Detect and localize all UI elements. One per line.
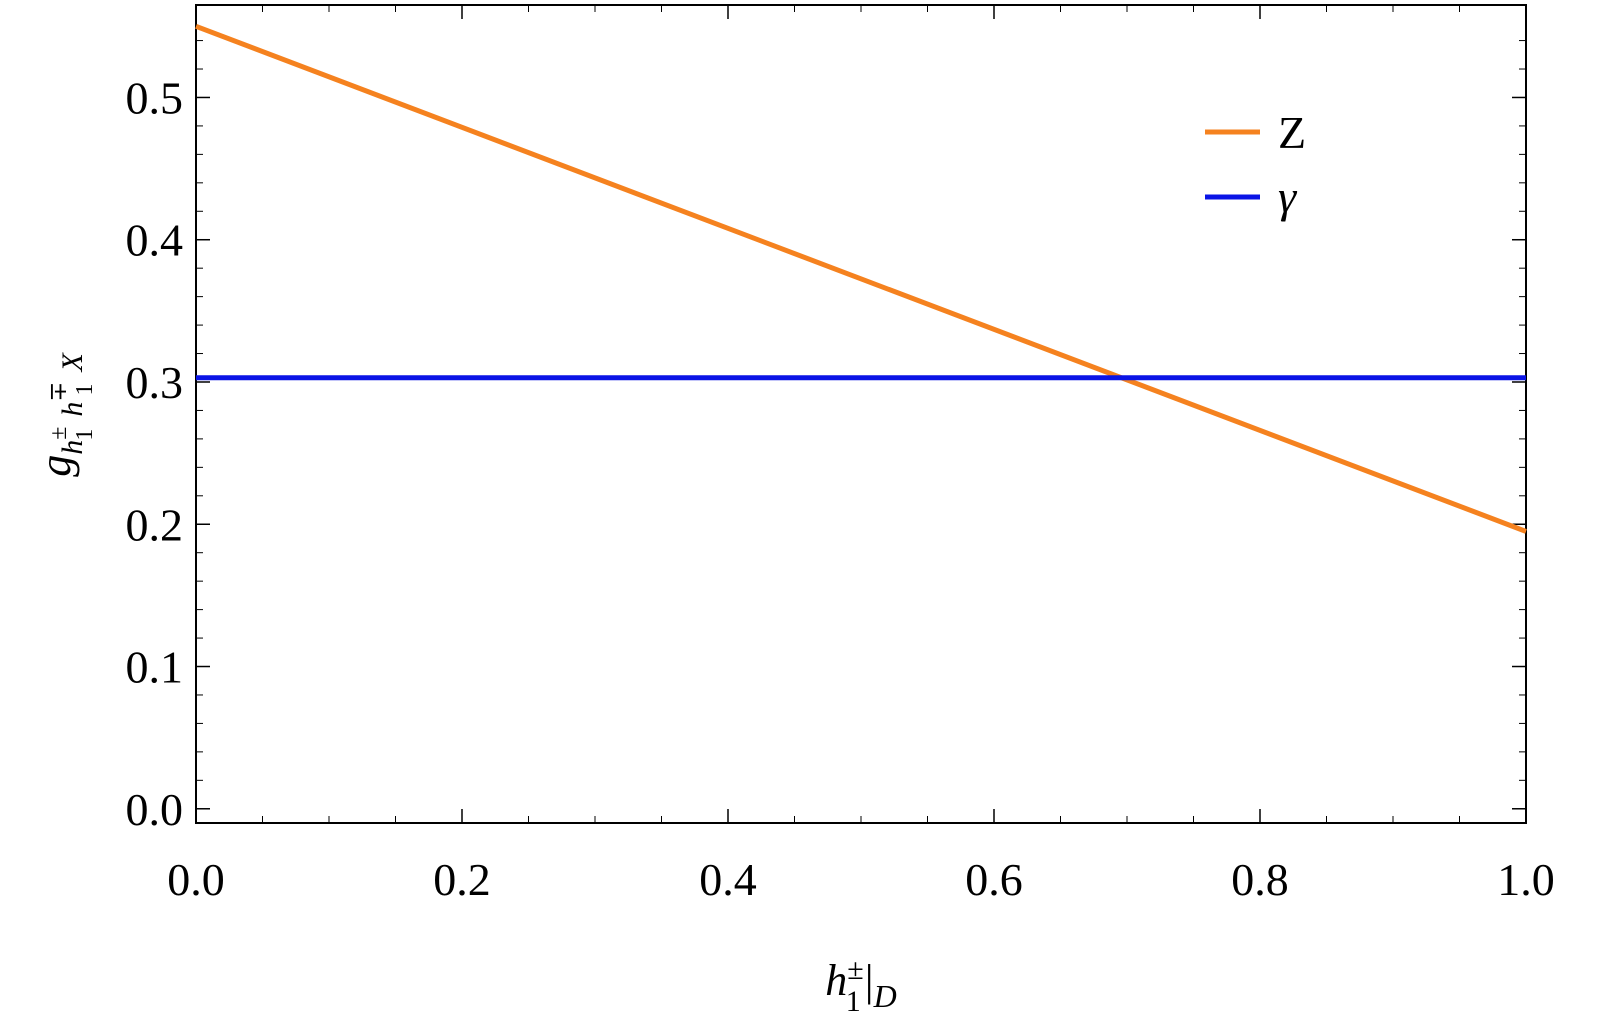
y-tick-label: 0.2 xyxy=(126,499,184,550)
series-layer xyxy=(195,23,1527,534)
plot-frame xyxy=(195,4,1527,824)
y-axis-title: gh±1h∓1X xyxy=(31,352,98,477)
x-tick-label: 1.0 xyxy=(1497,854,1555,905)
x-tick-label: 0.6 xyxy=(965,854,1023,905)
series-line-z xyxy=(195,23,1527,534)
x-axis-title: h± 1|D xyxy=(825,953,896,1018)
y-tick-label: 0.4 xyxy=(126,215,184,266)
x-tick-label: 0.8 xyxy=(1231,854,1289,905)
y-tick-label: 0.3 xyxy=(126,357,184,408)
y-tick-label: 0.0 xyxy=(126,784,184,835)
x-tick-label: 0.0 xyxy=(167,854,225,905)
legend-label-gamma: γ xyxy=(1278,171,1298,222)
x-tick-label: 0.2 xyxy=(433,854,491,905)
ticks-layer: 0.0 0.2 0.4 0.6 0.8 1.0 0.0 0.1 0.2 0.3 0.4 0.5 xyxy=(126,5,1555,905)
x-tick-label: 0.4 xyxy=(699,854,757,905)
legend-label-z: Z xyxy=(1278,107,1306,158)
y-tick-label: 0.5 xyxy=(126,72,184,123)
legend: Z γ xyxy=(1205,107,1306,222)
y-tick-label: 0.1 xyxy=(126,642,184,693)
